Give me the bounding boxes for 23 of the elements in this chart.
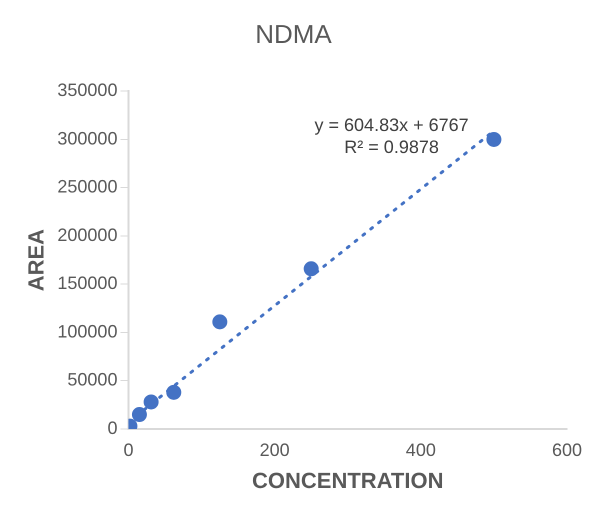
y-tick-label: 100000 [57,321,118,342]
annotation: y = 604.83x + 6767 [314,115,469,136]
point [304,261,319,276]
y-tick-label: 150000 [57,273,118,294]
x-tick-label: 0 [123,440,134,460]
chart-title: NDMA [255,18,332,49]
point [144,394,159,410]
y-tick-label: 200000 [57,224,118,245]
point [212,314,228,330]
x-tick-label: 200 [260,440,290,460]
point [166,384,182,400]
annotation: R² = 0.9878 [344,137,439,158]
y-tick-label: 50000 [67,370,118,390]
x-tick-label: 400 [406,440,436,460]
y-tick-label: 0 [107,418,118,438]
point [132,407,147,422]
y-tick-label: 350000 [57,80,118,100]
y-axis-title: AREA [23,228,48,292]
x-tick-label: 600 [552,440,582,460]
y-tick-label: 250000 [57,176,118,197]
x-axis-title: CONCENTRATION [252,468,444,493]
y-tick-label: 300000 [57,128,118,148]
point [486,132,502,147]
